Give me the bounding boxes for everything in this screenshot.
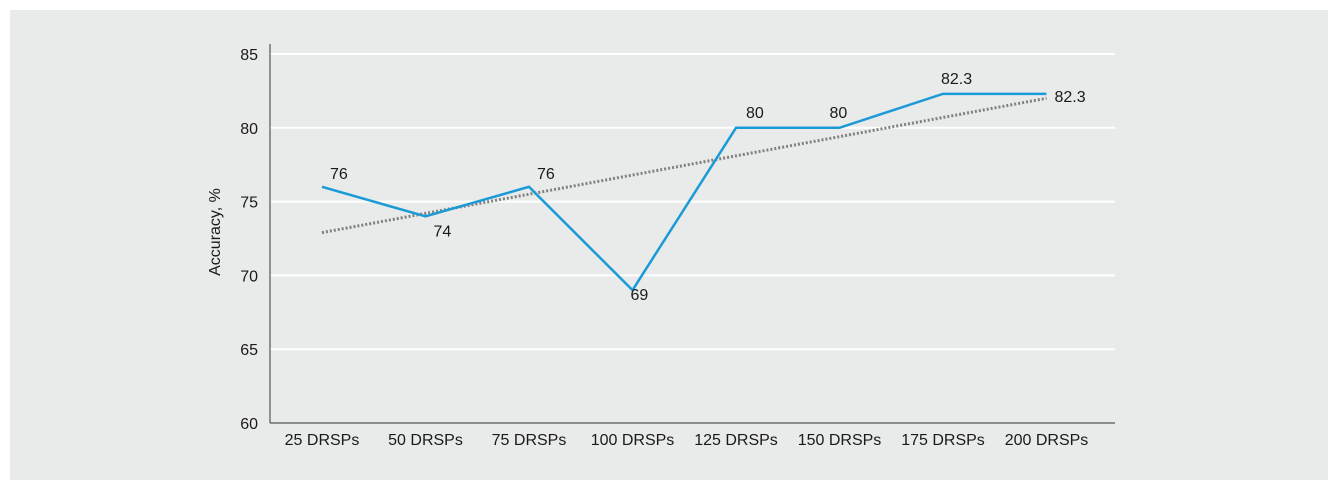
x-tick-label: 175 DRSPs: [901, 432, 985, 449]
data-label: 74: [434, 223, 452, 240]
y-tick-label: 70: [240, 268, 258, 285]
trendline: [321, 96, 1047, 235]
y-tick-label: 75: [240, 195, 258, 212]
data-label: 76: [330, 166, 348, 183]
x-tick-label: 150 DRSPs: [798, 432, 882, 449]
x-tick-label: 100 DRSPs: [591, 432, 675, 449]
x-tick-label: 25 DRSPs: [285, 432, 360, 449]
data-label: 82.3: [1055, 89, 1086, 106]
x-tick-label: 200 DRSPs: [1005, 432, 1089, 449]
y-tick-label: 60: [240, 416, 258, 433]
series-line: [321, 92, 1047, 293]
y-tick-label: 80: [240, 121, 258, 138]
data-label: 76: [537, 166, 555, 183]
y-axis-title: Accuracy, %: [207, 188, 224, 276]
data-label: 80: [746, 105, 764, 122]
y-tick-label: 85: [240, 47, 258, 64]
x-tick-label: 75 DRSPs: [492, 432, 567, 449]
chart-panel: [10, 10, 1328, 480]
x-tick-label: 50 DRSPs: [388, 432, 463, 449]
y-tick-label: 65: [240, 342, 258, 359]
data-label: 69: [631, 287, 649, 304]
data-label: 82.3: [941, 71, 972, 88]
x-tick-label: 125 DRSPs: [694, 432, 778, 449]
data-label: 80: [830, 105, 848, 122]
